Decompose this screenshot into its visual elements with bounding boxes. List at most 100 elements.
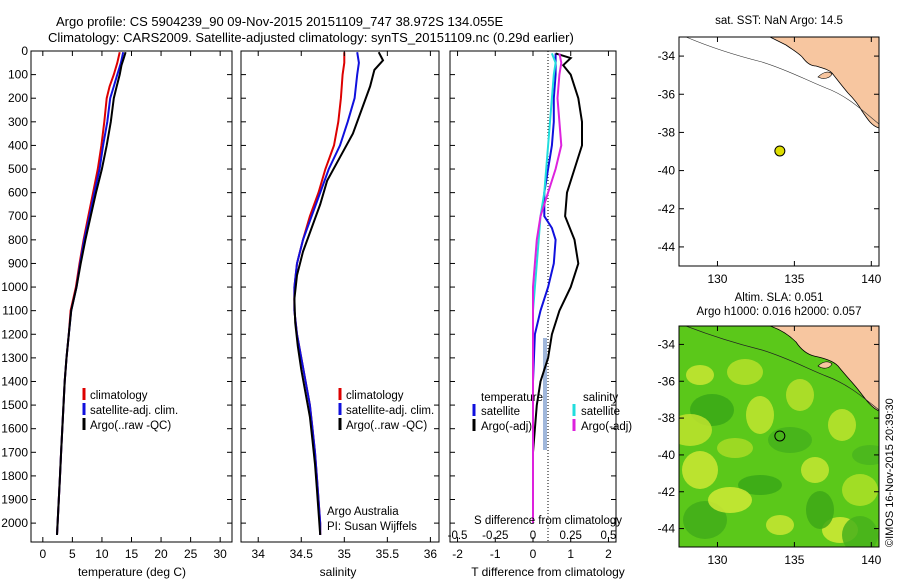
sla-anomaly-patch xyxy=(842,516,878,547)
sst-map-float-marker xyxy=(774,145,786,157)
sla-anomaly-patch xyxy=(738,475,782,495)
salinity-series-climatology xyxy=(293,52,346,535)
depth-tick-label: 1600 xyxy=(1,422,28,436)
legend-label-argo: Argo(..raw -QC) xyxy=(346,420,427,432)
sst-map-panel: sat. SST: NaN Argo: 14.5 130 135 140 -34 -36… xyxy=(658,15,882,286)
temperature-x-tick-label: 15 xyxy=(125,547,139,561)
sla-anomaly-patch xyxy=(786,379,814,411)
depth-tick-label: 1800 xyxy=(1,469,28,483)
temperature-x-tick-label: 30 xyxy=(213,547,227,561)
sla-map-lat-tick-label: -34 xyxy=(658,337,676,351)
sla-anomaly-patch xyxy=(828,409,856,441)
legend-label-argo_salinity: Argo(-adj) xyxy=(581,421,632,433)
sla-map-panel: Altim. SLA: 0.051 Argo h1000: 0.016 h200… xyxy=(658,292,882,567)
temperature-difference-axis-label: T difference from climatology xyxy=(471,565,625,579)
depth-tick-label: 800 xyxy=(8,233,28,247)
depth-tick-label: 1500 xyxy=(1,398,28,412)
sla-anomaly-patch xyxy=(766,515,794,535)
sla-anomaly-patch xyxy=(842,474,878,506)
temperature-axis-label: temperature (deg C) xyxy=(78,565,186,579)
difference-legend: temperature salinity satellite Argo(-adj) sa… xyxy=(472,392,632,433)
legend-label-satellite: satellite xyxy=(481,406,520,418)
sla-map-title-line1: Altim. SLA: 0.051 xyxy=(735,292,824,304)
salinity-axis-label: salinity xyxy=(320,565,357,579)
legend-label-satellite: satellite-adj. clim. xyxy=(90,405,178,417)
salinity-panel-frame xyxy=(240,50,440,543)
pi-name-label: PI: Susan Wijffels xyxy=(327,521,417,533)
sst-map-lat-tick-label: -34 xyxy=(658,49,676,63)
sla-anomaly-patch xyxy=(746,396,774,434)
temperature-series-satellite xyxy=(56,51,125,535)
depth-tick-label: 0 xyxy=(21,44,28,58)
sst-map-lon-tick-label: 130 xyxy=(707,272,727,286)
salinity-x-tick-label: 35.5 xyxy=(376,547,400,561)
temperature-x-tick-label: 25 xyxy=(184,547,198,561)
imos-credit: ©IMOS 16-Nov-2015 20:39:30 xyxy=(884,398,896,547)
sst-map-lat-tick-label: -42 xyxy=(658,202,676,216)
sla-map-lat-tick-label: -40 xyxy=(658,448,676,462)
sla-map-bathymetry-contour xyxy=(685,326,879,411)
temperature-x-tick-label: 5 xyxy=(69,547,76,561)
salinity-difference-tick-label: 0.25 xyxy=(560,530,582,542)
temperature-x-tick-label: 10 xyxy=(95,547,109,561)
temperature-difference-tick-label: 0 xyxy=(530,547,537,561)
sst-map-lat-tick-label: -40 xyxy=(658,164,676,178)
temperature-series-argo xyxy=(56,51,127,535)
legend-salinity-heading: salinity xyxy=(583,392,618,404)
depth-tick-label: 1000 xyxy=(1,280,28,294)
figure-title-line2: Climatology: CARS2009. Satellite-adjuste… xyxy=(48,30,574,45)
depth-tick-label: 100 xyxy=(8,68,28,82)
sst-map-lon-tick-label: 140 xyxy=(861,272,881,286)
sla-anomaly-patch xyxy=(768,427,812,453)
sla-map-island xyxy=(817,361,833,369)
temperature-x-tick-label: 20 xyxy=(154,547,168,561)
salinity-difference-tick-label: 0 xyxy=(530,530,536,542)
sla-map-lon-tick-label: 140 xyxy=(861,553,881,567)
depth-tick-label: 1200 xyxy=(1,327,28,341)
sla-map-float-marker xyxy=(774,430,786,442)
depth-tick-label: 400 xyxy=(8,138,28,152)
salinity-x-tick-label: 34 xyxy=(252,547,266,561)
sla-anomaly-patch xyxy=(717,438,753,458)
sst-map-landmass xyxy=(769,37,879,129)
salinity-x-tick-label: 35 xyxy=(338,547,352,561)
depth-tick-label: 1700 xyxy=(1,445,28,459)
depth-tick-label: 500 xyxy=(8,162,28,176)
sla-anomaly-patch xyxy=(806,491,834,529)
sla-map-lat-tick-label: -42 xyxy=(658,485,676,499)
sst-map-title: sat. SST: NaN Argo: 14.5 xyxy=(715,15,843,27)
legend-temperature-heading: temperature xyxy=(481,392,543,404)
deep-depth-band xyxy=(543,338,547,450)
sla-map-lat-tick-label: -38 xyxy=(658,411,676,425)
sla-field-anomalies xyxy=(679,359,879,547)
difference-series-satellite xyxy=(532,53,557,524)
difference-series-argo_salinity xyxy=(532,53,563,524)
sst-map-bathymetry-contour xyxy=(685,37,879,125)
depth-tick-label: 900 xyxy=(8,256,28,270)
temperature-difference-tick-label: 1 xyxy=(567,547,574,561)
legend-label-argo: Argo(-adj) xyxy=(481,421,532,433)
depth-tick-label: 1900 xyxy=(1,493,28,507)
sst-map-lat-tick-label: -44 xyxy=(658,240,676,254)
salinity-x-tick-label: 36 xyxy=(424,547,438,561)
figure-title-line1: Argo profile: CS 5904239_90 09-Nov-2015 … xyxy=(56,14,503,29)
argo-australia-label: Argo Australia xyxy=(327,506,399,518)
salinity-difference-tick-label: 0.5 xyxy=(600,530,616,542)
salinity-difference-tick-label: -0.5 xyxy=(448,530,468,542)
difference-panel-frame xyxy=(449,50,617,543)
sla-map-lat-tick-label: -36 xyxy=(658,374,676,388)
legend-label-sat_salinity: satellite xyxy=(581,406,620,418)
sla-map-frame xyxy=(678,325,880,548)
sla-anomaly-patch xyxy=(727,359,763,385)
legend-label-satellite: satellite-adj. clim. xyxy=(346,405,434,417)
salinity-x-tick-label: 34.5 xyxy=(290,547,314,561)
temperature-panel-frame xyxy=(30,50,233,543)
salinity-legend: climatology satellite-adj. clim. Argo(..ra… xyxy=(338,388,434,432)
sla-map-title-line2: Argo h1000: 0.016 h2000: 0.057 xyxy=(697,306,862,318)
temperature-x-tick-label: 0 xyxy=(39,547,46,561)
temperature-difference-tick-label: -1 xyxy=(490,547,501,561)
difference-series-argo xyxy=(532,52,583,524)
legend-label-climatology: climatology xyxy=(346,390,404,402)
sla-anomaly-patch xyxy=(682,451,718,489)
sla-map-lat-tick-label: -44 xyxy=(658,522,676,536)
